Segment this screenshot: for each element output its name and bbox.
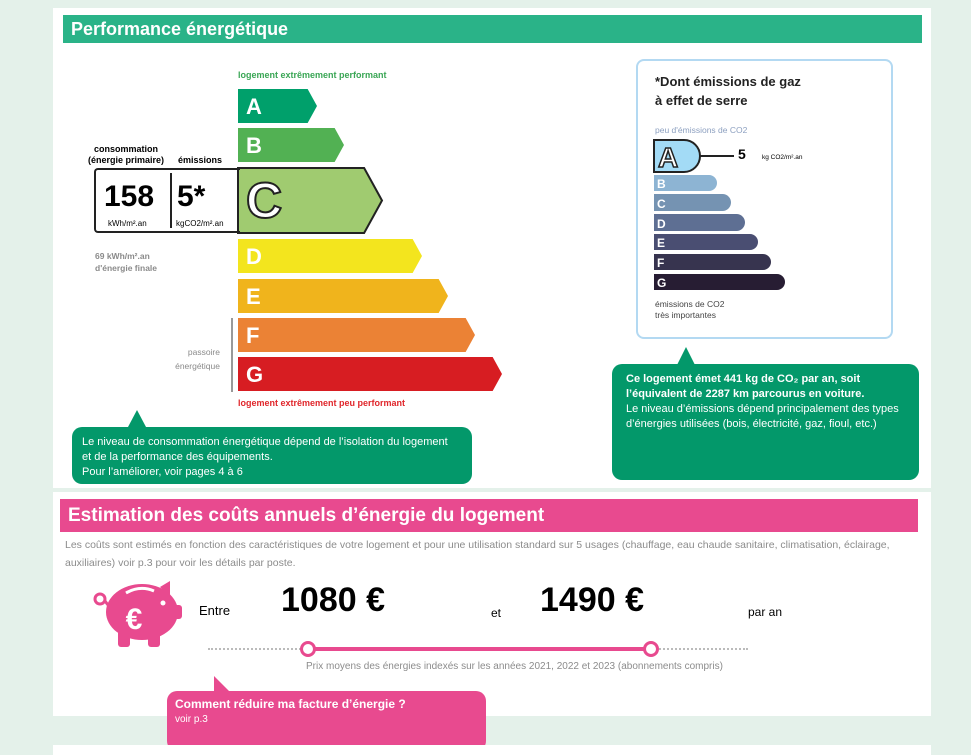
ghg-callout-arrow — [677, 347, 695, 365]
final-energy-value: 69 kWh/m².an — [95, 251, 150, 261]
divider — [170, 173, 172, 228]
callout-line: et de la performance des équipements. — [82, 451, 273, 463]
emissions-value: 5* — [177, 180, 206, 213]
costs-title: Estimation des coûts annuels d’énergie d… — [60, 499, 918, 532]
bottom-label: logement extrêmement peu performant — [238, 398, 406, 408]
ghg-class-c — [654, 194, 731, 211]
callout-line: Le niveau d’émissions dépend principalem… — [626, 403, 899, 415]
costs-description: Les coûts sont estimés en fonction des c… — [65, 539, 890, 569]
energy-class-a — [238, 89, 317, 123]
energy-class-label: E — [246, 284, 261, 309]
ghg-class-label: G — [657, 276, 666, 290]
top-label: logement extrêmement performant — [238, 70, 387, 80]
ghg-class-f — [654, 254, 771, 270]
energy-class-g — [238, 357, 502, 391]
ghg-value: 5 — [738, 146, 746, 162]
passoire-label: passoire énergétique — [150, 345, 220, 373]
callout-title: Comment réduire ma facture d’énergie ? — [175, 697, 406, 711]
emissions-unit: kgCO2/m².an — [176, 219, 224, 228]
ghg-title: *Dont émissions de gaz à effet de serre — [655, 72, 801, 110]
energy-class-label: D — [246, 244, 262, 269]
consumption-unit: kWh/m².an — [108, 219, 147, 228]
ghg-class-label: A — [658, 142, 678, 173]
ghg-box — [636, 59, 893, 339]
range-bar — [308, 647, 651, 651]
ghg-title-1: *Dont émissions de gaz — [655, 74, 801, 89]
ghg-class-g — [654, 274, 785, 290]
ghg-class-b — [654, 175, 717, 191]
passoire-1: passoire — [187, 347, 220, 357]
consumption-label-2: (énergie primaire) — [87, 155, 165, 165]
ghg-bottom-label: émissions de CO2 très importantes — [655, 299, 724, 321]
ghg-callout: Ce logement émet 441 kg de CO₂ par an, s… — [612, 364, 919, 480]
ghg-top-label: peu d'émissions de CO2 — [655, 125, 748, 135]
callout-line: Pour l’améliorer, voir pages 4 à 6 — [82, 466, 243, 478]
energy-class-label: B — [246, 133, 262, 158]
ghg-bottom-1: émissions de CO2 — [655, 299, 725, 309]
energy-class-f — [238, 318, 475, 352]
per-year-label: par an — [748, 605, 783, 619]
ghg-class-label: B — [657, 177, 666, 191]
energy-class-label: A — [246, 94, 262, 119]
ghg-bottom-2: très importantes — [655, 310, 716, 320]
callout-line: Le niveau de consommation énergétique dé… — [82, 436, 448, 448]
callout-line: l’équivalent de 2287 km parcourus en voi… — [626, 388, 865, 400]
ghg-title-2: à effet de serre — [655, 93, 748, 108]
energy-class-e — [238, 279, 448, 313]
consumption-callout: Le niveau de consommation énergétique dé… — [72, 427, 472, 484]
performance-title: Performance énergétique — [63, 15, 922, 43]
ghg-class-label: C — [657, 197, 666, 211]
ghg-class-e — [654, 234, 758, 250]
callout-line: d’énergies utilisées (bois, électricité,… — [626, 418, 877, 430]
entre-label: Entre — [199, 603, 231, 618]
next-panel — [53, 745, 931, 755]
range-min-marker — [300, 641, 316, 657]
energy-class-label: G — [246, 362, 263, 387]
ghg-class-a — [653, 139, 701, 173]
passoire-2: énergétique — [175, 361, 220, 371]
max-cost: 1490 € — [540, 581, 644, 619]
range-max-marker — [643, 641, 659, 657]
energy-class-b — [238, 128, 344, 162]
final-energy: 69 kWh/m².an d'énergie finale — [95, 250, 157, 274]
ghg-class-d — [654, 214, 745, 231]
energy-class-d — [238, 239, 422, 273]
callout-line: Ce logement émet 441 kg de CO₂ par an, s… — [626, 373, 861, 385]
callout-arrow — [128, 410, 146, 427]
final-energy-label: d'énergie finale — [95, 263, 158, 273]
consumption-value: 158 — [104, 180, 155, 213]
ghg-unit: kg CO2/m².an — [762, 154, 803, 161]
ghg-class-label: E — [657, 236, 665, 250]
reduce-bill-callout[interactable]: Comment réduire ma facture d’énergie ? v… — [167, 691, 486, 751]
piggy-bank-icon: € — [93, 581, 182, 647]
et-label: et — [491, 606, 502, 620]
consumption-label-1: consommation — [93, 144, 158, 154]
ghg-class-label: F — [657, 256, 664, 270]
energy-class-label: C — [246, 173, 282, 229]
energy-class-label: F — [246, 323, 259, 348]
energy-class-c — [237, 167, 384, 234]
passoire-bracket — [231, 318, 233, 392]
emissions-label: émissions — [178, 155, 223, 165]
min-cost: 1080 € — [281, 581, 385, 619]
consumption-label: consommation (énergie primaire) — [84, 144, 168, 166]
svg-text:€: € — [126, 603, 143, 636]
price-note: Prix moyens des énergies indexés sur les… — [306, 661, 723, 672]
ghg-class-label: D — [657, 217, 666, 231]
values-box — [94, 168, 240, 233]
callout-sub: voir p.3 — [175, 714, 208, 725]
